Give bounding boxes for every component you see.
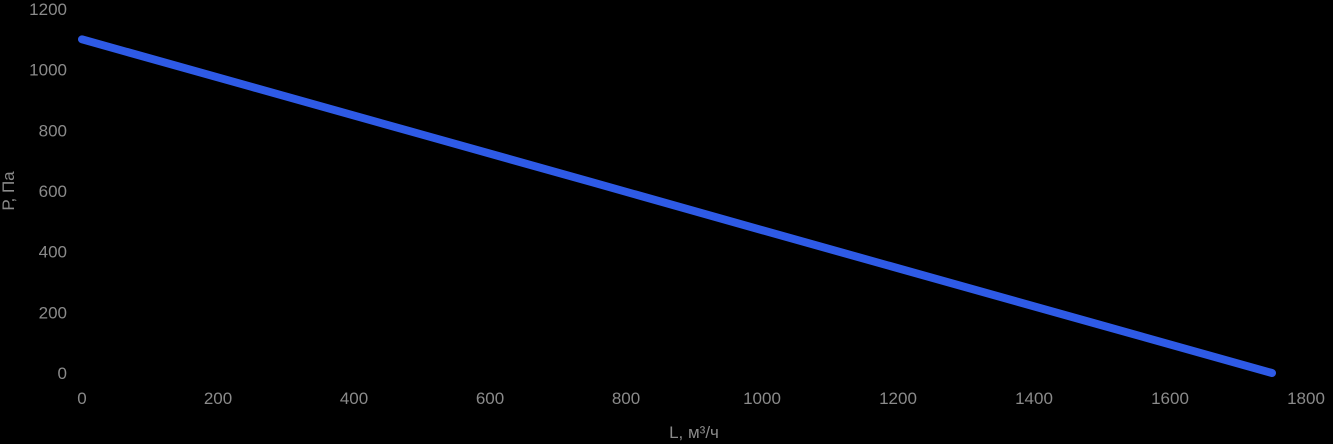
- y-tick-label: 1000: [29, 61, 67, 80]
- x-tick-label: 600: [476, 389, 504, 408]
- y-tick-label: 600: [39, 182, 67, 201]
- y-tick-label: 400: [39, 243, 67, 262]
- x-tick-label: 1000: [743, 389, 781, 408]
- x-tick-label: 200: [204, 389, 232, 408]
- x-tick-label: 400: [340, 389, 368, 408]
- y-tick-label: 200: [39, 303, 67, 322]
- y-tick-label: 0: [58, 364, 67, 383]
- tick-labels-layer: 0 200 400 600 800 1000 1200 1400 1600 1800 0 200 400…: [29, 0, 1325, 408]
- x-tick-label: 1200: [879, 389, 917, 408]
- x-axis-title: L, м³/ч: [669, 423, 719, 442]
- y-tick-label: 1200: [29, 0, 67, 19]
- x-tick-label: 0: [77, 389, 86, 408]
- series-layer: [78, 35, 1276, 377]
- y-axis-title: Р, Па: [0, 171, 18, 211]
- x-tick-label: 1600: [1151, 389, 1189, 408]
- x-tick-label: 1400: [1015, 389, 1053, 408]
- x-tick-label: 1800: [1287, 389, 1325, 408]
- y-tick-label: 800: [39, 121, 67, 140]
- x-tick-label: 800: [612, 389, 640, 408]
- chart-line-fan-pressure-flow-curve: [78, 35, 1276, 377]
